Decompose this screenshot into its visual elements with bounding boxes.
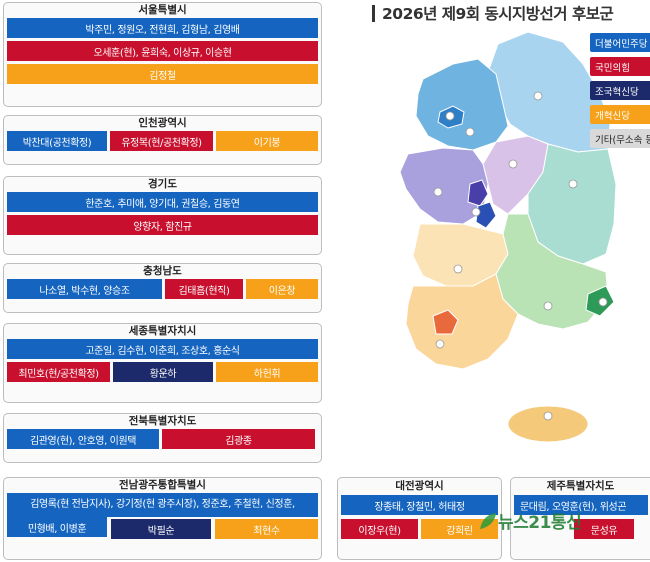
region-name: 전남광주통합특별시 [119, 479, 206, 491]
rebuilding-candidates: 황운하 [113, 362, 213, 382]
region-gyeonggi: 경기도 한준호, 추미애, 양기대, 권칠승, 김동연 양향자, 함진규 [3, 176, 322, 255]
map-region-daejeon [475, 201, 497, 229]
region-jeju: 제주특별자치도 문대림, 오영훈(현), 위성곤 문성유 [510, 477, 650, 560]
watermark-text: 뉴스21통신 [498, 513, 582, 533]
region-name: 제주특별자치도 [546, 480, 615, 492]
map-region-sejong [467, 179, 489, 207]
rebuilding-candidates: 박필순 [111, 519, 211, 539]
reform-candidates: 김정철 [7, 64, 318, 84]
reform-candidates: 이은창 [246, 279, 318, 299]
reform-candidates: 최현수 [215, 519, 318, 539]
region-name: 서울특별시 [138, 4, 187, 16]
ppp-candidates: 문성유 [574, 519, 634, 539]
region-name: 대전광역시 [395, 480, 444, 492]
ppp-candidates: 김광종 [162, 429, 315, 449]
map-region-jeju [507, 405, 589, 443]
ppp-candidates: 유정복(현/공천확정) [110, 131, 213, 151]
democratic-candidates: 박주민, 정원오, 전현희, 김형남, 김영배 [7, 18, 318, 38]
page-title: 2026년 제9회 동시지방선거 후보군 [382, 5, 614, 23]
region-jeonbuk: 전북특별자치도 김관영(현), 안호영, 이원택 김광종 [3, 413, 322, 463]
leaf-icon [480, 512, 496, 529]
region-chungnam: 충청남도 나소열, 박수현, 양승조 김태흠(현직) 이은창 [3, 263, 322, 313]
legend-democratic: 더불어민주당 [590, 33, 650, 52]
democratic-candidates: 한준호, 추미애, 양기대, 권칠승, 김동연 [7, 192, 318, 212]
legend-ppp: 국민의힘 [590, 57, 650, 76]
reform-candidates: 이기붕 [216, 131, 318, 151]
region-jeonnam-gwangju: 전남광주통합특별시 김영록(현 전남지사), 강기정(현 광주시장), 정준호,… [3, 477, 322, 560]
region-name: 충청남도 [143, 265, 182, 277]
democratic-candidates: 김관영(현), 안호영, 이원택 [7, 429, 159, 449]
title-bar [372, 4, 375, 22]
democratic-candidates: 문대림, 오영훈(현), 위성곤 [514, 495, 648, 515]
map-region-gyeongnam [495, 213, 609, 330]
democratic-candidates: 박찬대(공천확정) [7, 131, 107, 151]
reform-candidates: 하헌휘 [216, 362, 318, 382]
map-region-jeonnam [405, 273, 519, 370]
watermark: 뉴스21통신 [478, 508, 582, 533]
democratic-candidates-line2: 민형배, 이병훈 [7, 517, 107, 537]
legend-reform: 개혁신당 [590, 105, 650, 124]
korea-map [399, 31, 617, 443]
region-sejong: 세종특별자치시 고준일, 김수현, 이춘희, 조상호, 홍순식 최민호(현/공천… [3, 323, 322, 403]
ppp-candidates: 김태흠(현직) [165, 279, 243, 299]
ppp-candidates: 오세훈(현), 윤희숙, 이상규, 이승현 [7, 41, 318, 61]
democratic-candidates: 장종태, 장철민, 허태정 [341, 495, 498, 515]
democratic-candidates: 고준일, 김수현, 이춘희, 조상호, 홍순식 [7, 339, 318, 359]
region-name: 세종특별자치시 [128, 325, 197, 337]
map-region-gwangju [432, 309, 459, 335]
legend-rebuilding: 조국혁신당 [590, 81, 650, 100]
map-region-gyeonggi [415, 58, 509, 151]
ppp-candidates: 이장우(현) [341, 519, 418, 539]
democratic-candidates-line1: 김영록(현 전남지사), 강기정(현 광주시장), 정준호, 주철현, 신정훈, [7, 493, 318, 517]
reform-candidates: 강희린 [421, 519, 498, 539]
region-incheon: 인천광역시 박찬대(공천확정) 유정복(현/공천확정) 이기붕 [3, 115, 322, 165]
region-name: 전북특별자치도 [128, 415, 197, 427]
legend-other: 기타(무소속 등) [590, 129, 650, 148]
region-name: 인천광역시 [138, 117, 187, 129]
ppp-candidates: 최민호(현/공천확정) [7, 362, 110, 382]
region-daejeon: 대전광역시 장종태, 장철민, 허태정 이장우(현) 강희린 [337, 477, 502, 560]
title-block: 2026년 제9회 동시지방선거 후보군 [372, 2, 614, 24]
map-region-chungnam [399, 147, 489, 225]
region-seoul: 서울특별시 박주민, 정원오, 전현희, 김형남, 김영배 오세훈(현), 윤희… [3, 2, 322, 107]
ppp-candidates: 양향자, 함진규 [7, 215, 318, 235]
region-name: 경기도 [148, 178, 177, 190]
democratic-candidates: 나소열, 박수현, 양승조 [7, 279, 162, 299]
